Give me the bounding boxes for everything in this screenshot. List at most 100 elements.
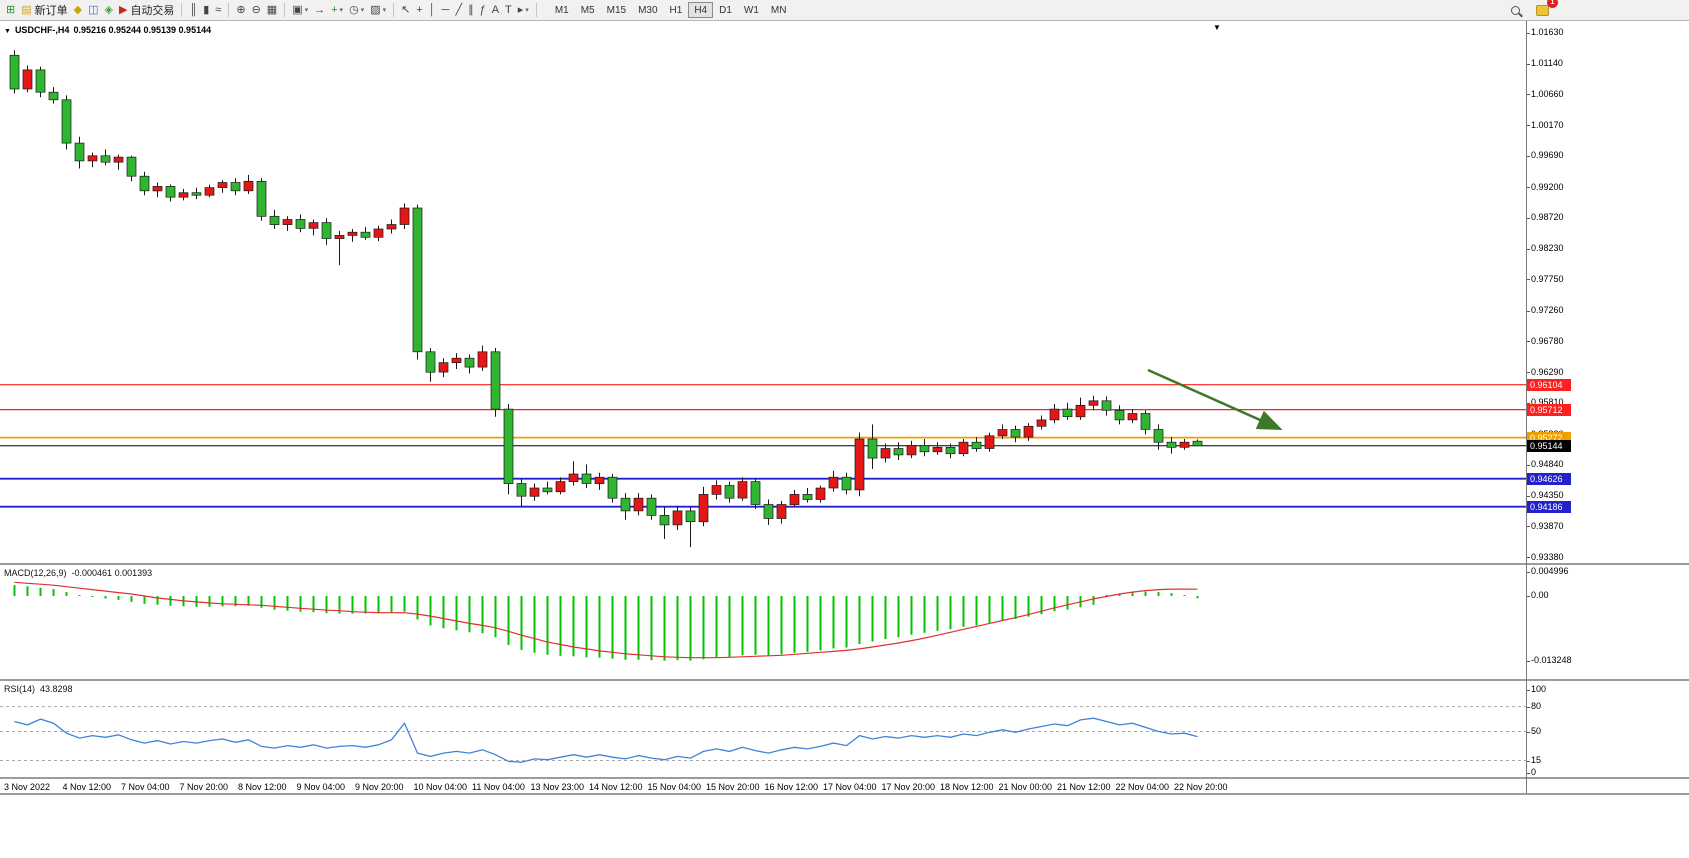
price-axis-label: 0.98720 — [1531, 212, 1564, 223]
candle-body — [243, 180, 254, 192]
timeframe-m30-button[interactable]: M30 — [638, 4, 658, 16]
price-tick — [1526, 155, 1530, 157]
price-tick — [1526, 372, 1530, 374]
candle-body — [659, 515, 670, 526]
candlestick-chart-button[interactable]: ▮ — [200, 1, 212, 19]
candle-body — [802, 494, 813, 500]
fibonacci-button[interactable]: ƒ — [477, 1, 489, 19]
rsi-label: RSI(14) — [4, 684, 36, 694]
timeframe-d1-button[interactable]: D1 — [719, 4, 732, 16]
indicators-button[interactable]: + ▾ — [328, 1, 346, 19]
autotrading-button[interactable]: ▶ 自动交易 — [116, 1, 177, 19]
price-axis-label: 0.99200 — [1531, 181, 1564, 192]
bar-chart-button[interactable]: ║ — [186, 1, 200, 19]
new-chart-button[interactable]: ⊞ — [3, 1, 18, 19]
text-button[interactable]: A — [489, 1, 502, 19]
fibonacci-icon: ƒ — [479, 3, 486, 16]
tile-windows-icon: ▦ — [266, 3, 278, 16]
auto-arrange-button[interactable]: ▣ ▾ — [289, 1, 311, 19]
time-axis[interactable]: 3 Nov 2022 4 Nov 12:00 7 Nov 04:00 7 Nov 20… — [0, 777, 1689, 793]
macd-tick — [1526, 596, 1530, 597]
zoom-in-button[interactable]: ⊕ — [233, 1, 248, 19]
macd-values: -0.000461 0.001393 — [71, 568, 153, 578]
toolbar-separator — [181, 3, 183, 17]
candle-body — [35, 69, 46, 93]
timeframe-bar: M1 M5 M15 M30 H1 H4 D1 W1 MN — [549, 2, 793, 18]
candle-body — [776, 504, 787, 519]
main-chart-panel[interactable]: ▼ USDCHF-,H4 0.95216 0.95244 0.95139 0.951… — [0, 21, 1689, 563]
channel-button[interactable]: ∥ — [465, 1, 477, 19]
rsi-panel[interactable]: RSI(14) 43.8298 100 80 50 15 0 — [0, 679, 1689, 777]
chart-shift-icon: → — [314, 3, 326, 16]
label-button[interactable]: T — [502, 1, 515, 19]
trendline-button[interactable]: ╱ — [452, 1, 465, 19]
timeframe-h1-button[interactable]: H1 — [669, 4, 683, 16]
metaeditor-button[interactable]: ◆ — [71, 1, 85, 19]
cursor-button[interactable]: ↖ — [398, 1, 413, 19]
date-axis-label: 22 Nov 04:00 — [1115, 782, 1170, 792]
trend-arrow[interactable] — [1147, 368, 1283, 431]
tile-windows-button[interactable]: ▦ — [264, 1, 280, 19]
notifications-button[interactable]: 1 — [1533, 0, 1558, 19]
candle-body — [321, 222, 332, 239]
navigator-button[interactable]: ◈ — [102, 1, 116, 19]
search-button[interactable] — [1508, 1, 1523, 19]
rsi-chart — [0, 706, 1526, 763]
timeframe-mn-button[interactable]: MN — [770, 4, 787, 16]
new-order-button[interactable]: ▤ 新订单 — [18, 1, 70, 19]
price-tick — [1526, 187, 1530, 189]
macd-panel[interactable]: MACD(12,26,9) -0.000461 0.001393 0.004996… — [0, 563, 1689, 679]
candle-body — [607, 476, 618, 499]
price-axis-label: 0.94840 — [1531, 459, 1564, 470]
search-icon — [1511, 5, 1520, 15]
current-price-badge: 0.95144 — [1527, 439, 1571, 452]
line-chart-icon: ≈ — [215, 3, 222, 16]
toolbar-separator — [284, 3, 286, 17]
navigator-icon: ◈ — [104, 3, 113, 16]
timeframe-w1-button[interactable]: W1 — [743, 4, 759, 16]
timeframe-h4-button[interactable]: H4 — [688, 2, 714, 18]
vertical-line-button[interactable]: │ — [426, 1, 439, 19]
price-tick — [1526, 526, 1530, 528]
market-watch-button[interactable]: ◫ — [85, 1, 101, 19]
candle-body — [152, 186, 163, 192]
candlestick-chart[interactable] — [0, 21, 1526, 563]
candle-body — [477, 351, 488, 368]
arrows-button[interactable]: ▸ ▾ — [515, 1, 532, 19]
crosshair-icon: + — [416, 3, 423, 16]
toolbar-separator — [535, 3, 537, 17]
date-axis-label: 9 Nov 04:00 — [296, 782, 346, 792]
timeframe-m1-button[interactable]: M1 — [554, 4, 569, 16]
timeframe-m5-button[interactable]: M5 — [580, 4, 595, 16]
price-tick — [1526, 279, 1530, 281]
symbol-timeframe-label: USDCHF-,H4 — [14, 25, 70, 35]
timeframe-m15-button[interactable]: M15 — [606, 4, 627, 16]
candle-body — [360, 231, 371, 238]
chart-shift-button[interactable]: → — [311, 1, 328, 19]
line-chart-button[interactable]: ≈ — [212, 1, 224, 19]
candle-body — [997, 429, 1008, 437]
candle-body — [1062, 408, 1073, 418]
price-tick — [1526, 63, 1530, 65]
templates-button[interactable]: ▨ ▾ — [367, 1, 389, 19]
candle-body — [126, 156, 137, 177]
crosshair-button[interactable]: + — [413, 1, 425, 19]
scroll-to-end-icon[interactable]: ▼ — [1213, 23, 1221, 32]
price-axis-label: 0.93870 — [1531, 520, 1564, 531]
zoom-out-button[interactable]: ⊖ — [249, 1, 264, 19]
dropdown-arrow-icon: ▾ — [382, 7, 387, 14]
candle-body — [412, 207, 423, 353]
price-badge-0.96104: 0.96104 — [1527, 378, 1571, 391]
price-axis-label: 1.00660 — [1531, 88, 1564, 99]
periods-button[interactable]: ◷ ▾ — [346, 1, 367, 19]
candle-body — [1153, 429, 1164, 443]
horizontal-line-button[interactable]: ─ — [439, 1, 453, 19]
candle-body — [672, 510, 683, 526]
price-axis-label: 0.94350 — [1531, 490, 1564, 501]
candle-body — [1140, 413, 1151, 430]
collapse-arrow-icon[interactable]: ▼ — [4, 28, 11, 35]
label-icon: T — [505, 3, 512, 16]
candle-body — [854, 438, 865, 491]
toolbar-separator — [393, 3, 395, 17]
